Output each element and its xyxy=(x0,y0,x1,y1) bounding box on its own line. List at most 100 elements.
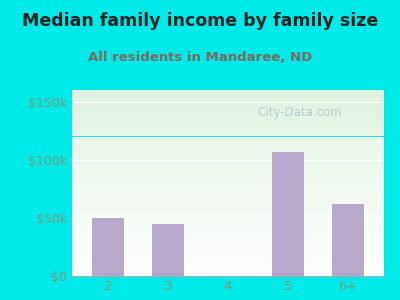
Bar xyxy=(72,143,384,144)
Bar xyxy=(72,195,384,197)
Bar xyxy=(72,147,384,149)
Bar xyxy=(72,152,384,154)
Bar xyxy=(72,104,384,106)
Bar xyxy=(72,219,384,220)
Bar xyxy=(72,112,384,113)
Bar xyxy=(72,248,384,250)
Bar xyxy=(72,223,384,225)
Bar xyxy=(72,199,384,200)
Bar xyxy=(72,226,384,228)
Bar xyxy=(72,149,384,150)
Bar xyxy=(72,208,384,209)
Bar xyxy=(72,194,384,195)
Bar xyxy=(72,256,384,257)
Bar xyxy=(72,154,384,155)
Bar xyxy=(72,138,384,140)
Bar xyxy=(72,163,384,164)
Bar xyxy=(72,262,384,264)
Bar xyxy=(72,270,384,271)
Bar xyxy=(72,264,384,265)
Bar xyxy=(72,107,384,109)
Bar xyxy=(72,101,384,102)
Bar xyxy=(72,98,384,99)
Bar xyxy=(72,191,384,192)
Bar xyxy=(72,209,384,211)
Bar xyxy=(72,253,384,254)
Bar xyxy=(332,204,364,276)
Bar xyxy=(72,124,384,126)
Bar xyxy=(72,90,384,92)
Bar xyxy=(72,214,384,215)
Bar xyxy=(72,188,384,189)
Bar xyxy=(72,257,384,259)
Text: City-Data.com: City-Data.com xyxy=(258,106,342,119)
Bar xyxy=(72,141,384,143)
Bar xyxy=(72,240,384,242)
Bar xyxy=(72,122,384,124)
Bar xyxy=(72,135,384,136)
Bar xyxy=(72,273,384,274)
Bar xyxy=(72,113,384,115)
Bar xyxy=(72,243,384,245)
Bar xyxy=(72,119,384,121)
Bar xyxy=(72,180,384,182)
Bar xyxy=(72,158,384,160)
Bar xyxy=(72,92,384,93)
Bar xyxy=(72,271,384,273)
Bar xyxy=(72,237,384,239)
Bar xyxy=(72,106,384,107)
Bar xyxy=(72,178,384,180)
Bar xyxy=(72,93,384,94)
Bar xyxy=(72,211,384,212)
Bar xyxy=(72,254,384,256)
Bar xyxy=(72,247,384,248)
Text: All residents in Mandaree, ND: All residents in Mandaree, ND xyxy=(88,51,312,64)
Bar xyxy=(72,250,384,251)
Bar xyxy=(72,96,384,98)
Bar xyxy=(72,115,384,116)
Bar xyxy=(72,172,384,174)
Bar xyxy=(72,144,384,146)
Bar xyxy=(72,184,384,186)
Bar xyxy=(72,118,384,119)
Bar xyxy=(72,212,384,214)
Bar xyxy=(72,174,384,175)
Bar xyxy=(72,205,384,206)
Bar xyxy=(72,265,384,267)
Bar xyxy=(72,259,384,260)
Bar xyxy=(72,183,384,184)
Bar xyxy=(72,220,384,222)
Bar xyxy=(72,177,384,178)
Bar xyxy=(72,245,384,247)
Bar xyxy=(72,267,384,268)
Bar xyxy=(72,132,384,134)
Text: Median family income by family size: Median family income by family size xyxy=(22,12,378,30)
Bar xyxy=(72,197,384,199)
Bar xyxy=(72,110,384,112)
Bar xyxy=(92,218,124,276)
Bar xyxy=(72,175,384,177)
Bar xyxy=(72,236,384,237)
Bar xyxy=(72,161,384,163)
Bar xyxy=(72,146,384,147)
Bar xyxy=(72,200,384,202)
Bar xyxy=(72,186,384,188)
Bar xyxy=(72,242,384,243)
Bar xyxy=(72,157,384,158)
Bar xyxy=(72,102,384,104)
Bar xyxy=(272,152,304,276)
Bar xyxy=(72,155,384,157)
Bar xyxy=(72,171,384,172)
Bar xyxy=(72,268,384,270)
Bar xyxy=(72,260,384,262)
Bar xyxy=(72,134,384,135)
Bar xyxy=(72,228,384,230)
Bar xyxy=(72,206,384,208)
Bar xyxy=(72,94,384,96)
Bar xyxy=(72,231,384,232)
Bar xyxy=(72,109,384,110)
Bar xyxy=(72,160,384,161)
Bar xyxy=(72,222,384,223)
Bar xyxy=(72,136,384,138)
Bar xyxy=(72,234,384,236)
